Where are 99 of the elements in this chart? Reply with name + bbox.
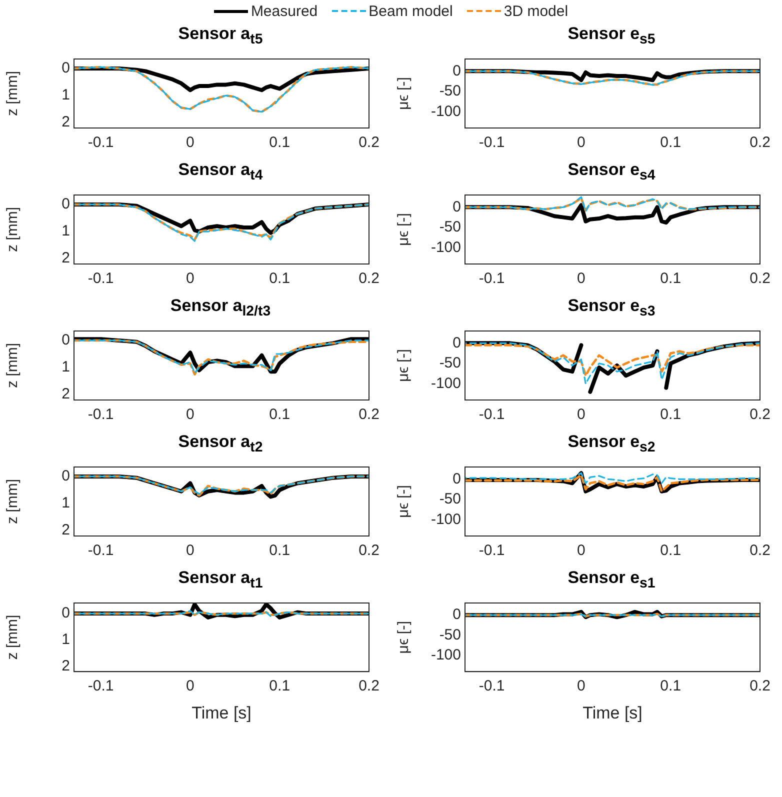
x-tick-label: 0 bbox=[186, 542, 194, 560]
x-tick-label: 0.2 bbox=[358, 406, 380, 424]
x-tick-label: 0 bbox=[186, 134, 194, 152]
chart-title: Sensor a$_{t4}$ bbox=[177, 159, 264, 184]
x-tick-label: 0.1 bbox=[660, 134, 682, 152]
chart-title: Sensor a$_{l2/t3}$ bbox=[169, 295, 272, 320]
x-tick-label: -0.1 bbox=[478, 542, 505, 560]
y-tick-label: -50 bbox=[439, 82, 461, 100]
x-tick-label: -0.1 bbox=[478, 134, 505, 152]
chart-title: Sensor e$_{s5}$ bbox=[566, 23, 656, 48]
x-tick-label: -0.1 bbox=[88, 406, 114, 424]
y-axis-title: μϵ [-] bbox=[395, 213, 412, 246]
legend-label: Beam model bbox=[368, 2, 453, 20]
x-tick-label: 0.2 bbox=[358, 542, 380, 560]
x-tick-label: 0.2 bbox=[750, 270, 770, 288]
x-tick-label: 0 bbox=[186, 678, 194, 695]
x-tick-label: 0 bbox=[577, 678, 586, 695]
chart-title: Sensor a$_{t1}$ bbox=[177, 567, 264, 592]
x-tick-label: 0.1 bbox=[269, 406, 290, 424]
y-tick-label: 0 bbox=[62, 60, 70, 77]
x-tick-label: 0.2 bbox=[750, 542, 770, 560]
x-tick-label: -0.1 bbox=[88, 270, 114, 288]
y-tick-label: 2 bbox=[62, 657, 70, 674]
y-tick-label: -100 bbox=[430, 510, 461, 528]
x-tick-label: 0.2 bbox=[750, 678, 770, 695]
x-tick-label: 0.1 bbox=[269, 678, 290, 695]
y-tick-label: 0 bbox=[452, 470, 461, 488]
x-tick-label: 0 bbox=[577, 270, 586, 288]
x-tick-label: 0.1 bbox=[660, 406, 682, 424]
line-series bbox=[465, 342, 760, 385]
y-tick-label: 0 bbox=[62, 196, 70, 213]
y-tick-label: -100 bbox=[430, 374, 461, 392]
x-tick-label: 0.1 bbox=[269, 270, 290, 288]
y-axis-title: z [mm] bbox=[4, 71, 22, 116]
y-tick-label: -50 bbox=[439, 354, 461, 372]
x-tick-label: -0.1 bbox=[88, 542, 114, 560]
line-series bbox=[465, 344, 760, 377]
x-tick-label: 0 bbox=[577, 406, 586, 424]
legend-label: Measured bbox=[250, 2, 318, 20]
y-tick-label: 0 bbox=[452, 198, 461, 216]
y-tick-label: 0 bbox=[452, 334, 461, 352]
x-tick-label: 0 bbox=[186, 406, 194, 424]
y-axis-title: z [mm] bbox=[4, 614, 22, 660]
x-tick-label: 0.2 bbox=[358, 270, 380, 288]
y-tick-label: 1 bbox=[62, 631, 70, 648]
legend-label: 3D model bbox=[504, 2, 568, 20]
line-series bbox=[465, 472, 760, 484]
y-axis-title: z [mm] bbox=[4, 343, 22, 388]
y-tick-label: 1 bbox=[62, 358, 70, 376]
line-series bbox=[465, 70, 760, 86]
y-tick-label: -50 bbox=[439, 626, 461, 644]
x-tick-label: 0 bbox=[186, 270, 194, 288]
x-tick-label: -0.1 bbox=[478, 270, 505, 288]
y-tick-label: 2 bbox=[62, 522, 70, 539]
x-tick-label: 0 bbox=[577, 134, 586, 152]
chart-title: Sensor e$_{s1}$ bbox=[566, 567, 656, 592]
y-tick-label: 1 bbox=[62, 86, 70, 104]
chart-title: Sensor e$_{s4}$ bbox=[566, 159, 656, 184]
y-tick-label: -100 bbox=[430, 646, 461, 664]
y-tick-label: -50 bbox=[439, 218, 461, 236]
x-tick-label: 0.2 bbox=[358, 678, 380, 695]
y-tick-label: 0 bbox=[452, 606, 461, 624]
x-tick-label: -0.1 bbox=[478, 406, 505, 424]
y-axis-title: z [mm] bbox=[4, 207, 22, 252]
y-axis-title: μϵ [-] bbox=[395, 485, 412, 518]
y-tick-label: -50 bbox=[439, 490, 461, 508]
x-tick-label: 0.1 bbox=[269, 542, 290, 560]
y-tick-label: 1 bbox=[62, 494, 70, 512]
x-tick-label: 0.1 bbox=[660, 542, 682, 560]
y-tick-label: 0 bbox=[452, 62, 461, 80]
x-tick-label: 0 bbox=[577, 542, 586, 560]
x-tick-label: 0.1 bbox=[660, 270, 682, 288]
y-axis-title: μϵ [-] bbox=[395, 620, 412, 654]
y-axis-title: z [mm] bbox=[4, 479, 22, 524]
x-tick-label: 0.2 bbox=[358, 134, 380, 152]
x-tick-label: 0.1 bbox=[269, 134, 290, 152]
y-tick-label: 0 bbox=[62, 468, 70, 485]
x-tick-label: -0.1 bbox=[478, 678, 505, 695]
y-tick-label: 2 bbox=[62, 250, 70, 267]
x-tick-label: 0.2 bbox=[750, 406, 770, 424]
y-tick-label: 0 bbox=[62, 604, 70, 622]
y-tick-label: -100 bbox=[430, 238, 461, 256]
y-tick-label: 2 bbox=[62, 386, 70, 403]
y-axis-title: μϵ [-] bbox=[395, 349, 412, 382]
x-tick-label: -0.1 bbox=[88, 134, 114, 152]
x-tick-label: -0.1 bbox=[88, 678, 114, 695]
chart-title: Sensor a$_{t5}$ bbox=[177, 23, 264, 48]
y-tick-label: 1 bbox=[62, 222, 70, 240]
x-tick-label: 0.1 bbox=[660, 678, 682, 695]
y-tick-label: 0 bbox=[62, 332, 70, 349]
x-axis-title: Time [s] bbox=[192, 703, 252, 722]
chart-title: Sensor e$_{s2}$ bbox=[566, 431, 656, 456]
x-tick-label: 0.2 bbox=[750, 134, 770, 152]
chart-title: Sensor e$_{s3}$ bbox=[566, 295, 656, 320]
y-tick-label: -100 bbox=[430, 102, 461, 120]
y-axis-title: μϵ [-] bbox=[395, 77, 412, 110]
y-tick-label: 2 bbox=[62, 114, 70, 131]
chart-title: Sensor a$_{t2}$ bbox=[177, 431, 264, 456]
x-axis-title: Time [s] bbox=[582, 703, 642, 722]
